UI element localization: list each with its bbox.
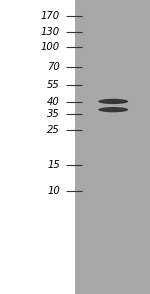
Text: 130: 130: [41, 27, 60, 37]
Text: 10: 10: [47, 186, 60, 196]
Text: 55: 55: [47, 80, 60, 90]
Text: 35: 35: [47, 109, 60, 119]
Text: 15: 15: [47, 160, 60, 170]
Text: 100: 100: [41, 42, 60, 52]
Bar: [75, 0, 150, 294]
Text: 170: 170: [41, 11, 60, 21]
Text: 25: 25: [47, 125, 60, 135]
Text: 70: 70: [47, 62, 60, 72]
Text: 40: 40: [47, 97, 60, 107]
Ellipse shape: [98, 99, 128, 104]
Ellipse shape: [98, 107, 128, 112]
